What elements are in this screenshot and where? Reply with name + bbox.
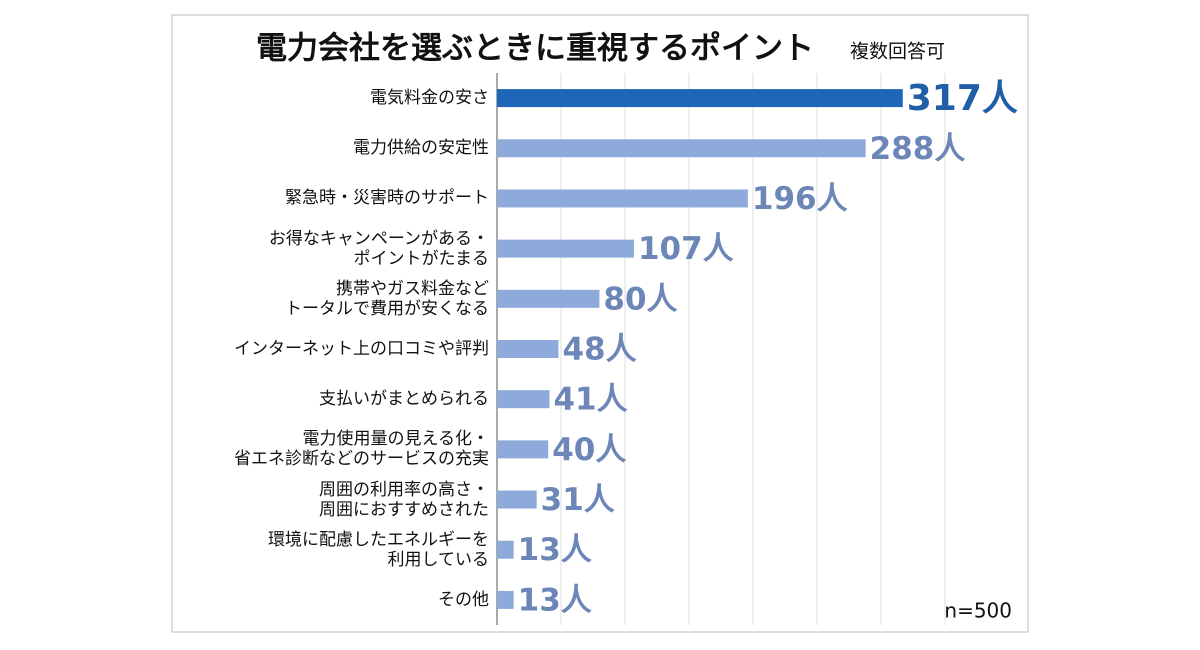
- bar: [497, 440, 549, 459]
- category-label: その他: [438, 589, 489, 610]
- value-label: 40人: [552, 432, 626, 468]
- value-label: 196人: [752, 181, 848, 217]
- category-label: 携帯やガス料金など トータルで費用が安くなる: [285, 278, 489, 319]
- bar: [497, 289, 600, 308]
- bar: [497, 490, 537, 509]
- bar: [497, 89, 903, 108]
- category-label: お得なキャンペーンがある・ ポイントがたまる: [268, 228, 489, 269]
- category-label: 緊急時・災害時のサポート: [285, 188, 489, 209]
- bar: [497, 590, 514, 609]
- value-label: 13人: [518, 582, 592, 618]
- bar: [497, 390, 550, 409]
- value-label: 48人: [562, 332, 636, 368]
- value-label: 317人: [907, 78, 1018, 119]
- value-label: 31人: [541, 482, 615, 518]
- category-label: 電力供給の安定性: [353, 138, 489, 159]
- category-label: 電力使用量の見える化・ 省エネ診断などのサービスの充実: [234, 429, 489, 470]
- bar: [497, 239, 634, 258]
- category-label: 周囲の利用率の高さ・ 周囲におすすめされた: [319, 479, 489, 520]
- category-label: 環境に配慮したエネルギーを 利用している: [268, 529, 489, 570]
- chart-subtitle: 複数回答可: [850, 41, 945, 63]
- category-label: インターネット上の口コミや評判: [234, 339, 489, 359]
- value-label: 13人: [518, 532, 592, 568]
- bar: [497, 340, 559, 358]
- value-label: 41人: [553, 382, 627, 418]
- value-label: 107人: [638, 231, 734, 267]
- bar: [497, 540, 514, 559]
- frame: [171, 14, 1029, 633]
- bar: [497, 189, 748, 208]
- value-label: 80人: [603, 281, 677, 317]
- category-label: 電気料金の安さ: [370, 88, 489, 109]
- category-label: 支払いがまとめられる: [319, 389, 489, 410]
- bar: [497, 139, 866, 158]
- value-label: 288人: [870, 131, 966, 167]
- annotation: n=500: [944, 599, 1012, 623]
- chart-title: 電力会社を選ぶときに重視するポイント: [256, 31, 814, 67]
